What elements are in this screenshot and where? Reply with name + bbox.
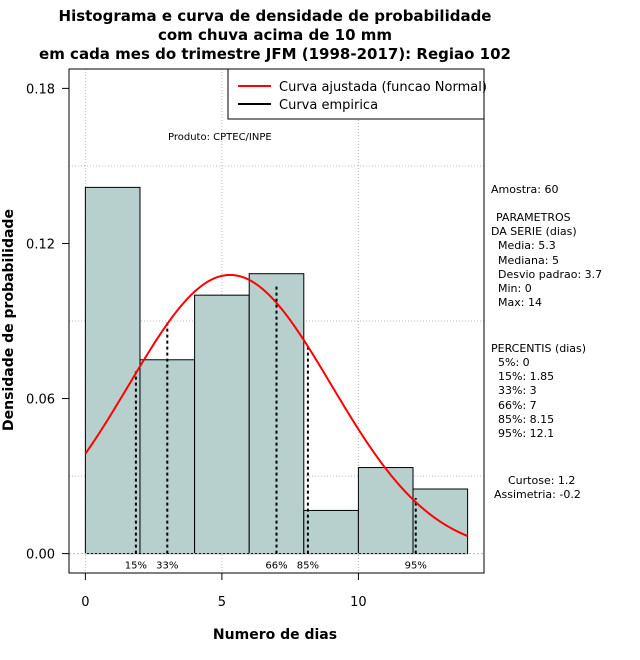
histogram-bar-5	[357, 467, 414, 555]
y-tick-label-0: 0.00	[26, 548, 55, 563]
kurtosis: Curtose: 1.2	[508, 474, 575, 487]
param-media: Media: 5.3	[498, 239, 556, 252]
percentil-66: 66%: 7	[498, 399, 537, 412]
legend-label-normal: Curva ajustada (funcao Normal)	[279, 80, 487, 95]
param-max: Max: 14	[498, 296, 542, 309]
histogram-bar-4	[303, 509, 359, 555]
legend-label-empirical: Curva empirica	[279, 98, 378, 113]
y-axis-label: Densidade de probabilidade	[1, 209, 17, 431]
param-desvio: Desvio padrao: 3.7	[498, 268, 602, 281]
percentis-title: PERCENTIS (dias)	[491, 342, 586, 355]
stats-panel: Amostra: 60 PARAMETROS DA SERIE (dias) M…	[491, 183, 602, 501]
x-axis-label: Numero de dias	[213, 627, 337, 643]
x-tick-label-2: 10	[350, 595, 367, 610]
params-title-1: PARAMETROS	[496, 211, 571, 224]
sample-size: Amostra: 60	[491, 183, 558, 196]
param-min: Min: 0	[498, 282, 532, 295]
x-axis: 0 5 10	[81, 572, 367, 610]
product-annotation: Produto: CPTEC/INPE	[168, 132, 272, 143]
chart-title-line-1: Histograma e curva de densidade de proba…	[59, 7, 492, 25]
y-tick-label-1: 0.06	[26, 393, 55, 408]
percentil-95: 95%: 12.1	[498, 427, 554, 440]
histogram-bars	[69, 186, 484, 555]
x-tick-label-0: 0	[81, 595, 89, 610]
percentile-label-1: 33%	[156, 561, 178, 572]
legend: Curva ajustada (funcao Normal) Curva emp…	[227, 68, 487, 120]
normal-curve-line	[84, 273, 469, 537]
chart-title-line-2: com chuva acima de 10 mm	[158, 26, 392, 44]
percentil-33: 33%: 3	[498, 384, 537, 397]
percentil-85: 85%: 8.15	[498, 413, 554, 426]
y-axis: 0.00 0.06 0.12 0.18	[26, 82, 69, 563]
percentile-lines: 15% 33% 66% 85% 95%	[125, 284, 427, 572]
percentil-15: 15%: 1.85	[498, 370, 554, 383]
percentile-label-0: 15%	[125, 561, 147, 572]
skewness: Assimetria: -0.2	[494, 488, 581, 501]
percentile-label-4: 95%	[405, 561, 427, 572]
percentil-5: 5%: 0	[498, 356, 530, 369]
y-tick-label-3: 0.18	[26, 82, 55, 97]
percentile-label-2: 66%	[265, 561, 287, 572]
percentile-label-3: 85%	[297, 561, 319, 572]
x-tick-label-1: 5	[218, 595, 226, 610]
chart-title-line-3: em cada mes do trimestre JFM (1998-2017)…	[39, 45, 511, 63]
legend-box	[227, 68, 485, 120]
params-title-2: DA SERIE (dias)	[491, 225, 577, 238]
param-mediana: Mediana: 5	[498, 254, 559, 267]
histogram-bar-0	[84, 186, 141, 555]
histogram-bar-2	[194, 294, 250, 555]
y-tick-label-2: 0.12	[26, 237, 55, 252]
